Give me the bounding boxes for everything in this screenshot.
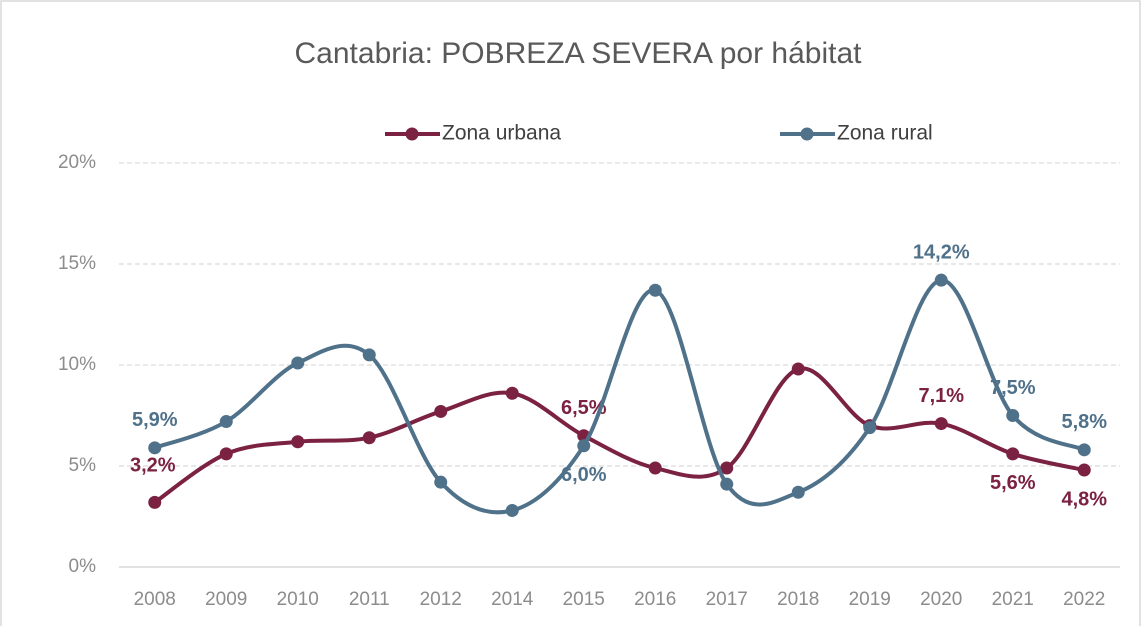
data-point [291, 356, 305, 370]
data-point [720, 461, 734, 475]
data-label: 5,8% [1061, 411, 1107, 433]
data-point [1077, 463, 1091, 477]
data-point [291, 435, 305, 449]
data-point [362, 348, 376, 362]
x-tick-label: 2015 [563, 589, 605, 610]
x-tick-label: 2018 [777, 589, 819, 610]
x-tick-label: 2022 [1063, 589, 1105, 610]
x-tick-label: 2017 [706, 589, 748, 610]
data-label: 7,1% [918, 385, 964, 407]
data-point [791, 362, 805, 376]
data-point [648, 283, 662, 297]
data-point [219, 447, 233, 461]
data-point [219, 415, 233, 429]
x-tick-label: 2009 [205, 589, 247, 610]
x-tick-label: 2010 [277, 589, 319, 610]
data-point [1006, 409, 1020, 422]
y-tick-label: 20% [58, 152, 96, 173]
data-point [148, 441, 162, 455]
data-point [791, 485, 805, 499]
x-tick-label: 2012 [420, 589, 462, 610]
data-point [934, 273, 948, 287]
data-label: 4,8% [1061, 488, 1107, 510]
data-point [434, 475, 448, 489]
x-tick-label: 2008 [134, 589, 176, 610]
data-label: 3,2% [130, 455, 176, 477]
data-label: 5,9% [132, 409, 178, 431]
data-point [505, 386, 519, 400]
data-point [434, 404, 448, 418]
data-label: 14,2% [913, 241, 970, 263]
chart-title: Cantabria: POBREZA SEVERA por hábitat [295, 37, 863, 70]
data-point [863, 421, 877, 435]
x-tick-label: 2020 [920, 589, 962, 610]
data-point [1077, 443, 1091, 457]
x-tick-label: 2021 [992, 589, 1034, 610]
data-label: 5,6% [990, 472, 1036, 494]
legend-marker [800, 127, 814, 141]
y-tick-label: 5% [69, 455, 97, 476]
data-point [505, 503, 519, 517]
y-tick-label: 10% [58, 354, 96, 375]
data-point [648, 461, 662, 475]
legend-label: Zona urbana [442, 122, 561, 145]
data-point [577, 439, 591, 453]
legend-marker [405, 127, 419, 141]
data-point [720, 477, 734, 491]
legend-label: Zona rural [837, 122, 933, 145]
data-label: 6,0% [561, 464, 607, 486]
y-tick-label: 0% [69, 556, 97, 577]
x-tick-label: 2016 [634, 589, 676, 610]
data-point [934, 417, 948, 431]
x-tick-label: 2014 [491, 589, 534, 610]
data-point [1006, 447, 1020, 461]
series-line [153, 366, 1085, 505]
data-label: 7,5% [990, 377, 1036, 399]
x-tick-label: 2011 [349, 589, 390, 610]
y-tick-label: 15% [58, 253, 96, 274]
data-label: 6,5% [561, 397, 607, 419]
x-tick-label: 2019 [849, 589, 891, 610]
data-point [362, 431, 376, 445]
data-point [148, 495, 162, 509]
